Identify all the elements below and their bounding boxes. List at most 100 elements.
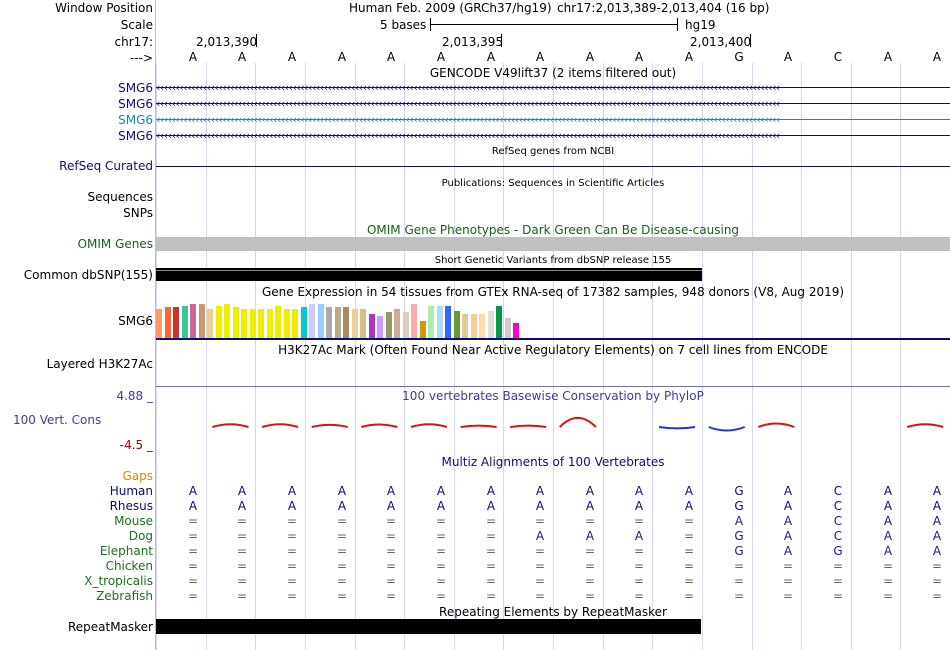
alignment-base: =: [584, 589, 596, 603]
species-label[interactable]: Dog: [128, 529, 153, 543]
gencode-transcript-label[interactable]: SMG6: [118, 97, 153, 111]
gencode-transcript-line[interactable]: ‹‹‹‹‹‹‹‹‹‹‹‹‹‹‹‹‹‹‹‹‹‹‹‹‹‹‹‹‹‹‹‹‹‹‹‹‹‹‹‹…: [156, 114, 780, 126]
gtex-tissue-bar[interactable]: [394, 309, 400, 338]
gtex-tissue-bar[interactable]: [266, 309, 273, 338]
h3k27ac-label[interactable]: Layered H3K27Ac: [46, 357, 153, 371]
phylop-label[interactable]: 100 Vert. Cons: [13, 413, 102, 427]
gtex-tissue-bar[interactable]: [249, 309, 256, 338]
gtex-tissue-bar[interactable]: [232, 307, 239, 338]
gtex-tissue-bar[interactable]: [258, 309, 264, 338]
alignment-base: A: [634, 529, 644, 543]
gtex-tissue-bar[interactable]: [385, 312, 392, 338]
gtex-tissue-bar[interactable]: [513, 323, 519, 338]
alignment-base: =: [633, 514, 645, 528]
multiz-title[interactable]: Multiz Alignments of 100 Vertebrates: [441, 455, 665, 469]
gtex-tissue-bar[interactable]: [215, 306, 222, 338]
species-label[interactable]: Zebrafish: [96, 589, 153, 603]
strand-label: --->: [129, 51, 153, 65]
snps-label[interactable]: SNPs: [123, 206, 153, 220]
gtex-tissue-bar[interactable]: [436, 306, 443, 338]
gtex-title[interactable]: Gene Expression in 54 tissues from GTEx …: [261, 285, 845, 299]
phylop-score-mark: [410, 423, 448, 428]
species-label[interactable]: Chicken: [105, 559, 153, 573]
h3k27ac-title[interactable]: H3K27Ac Mark (Often Found Near Active Re…: [278, 343, 828, 357]
gencode-transcript-label[interactable]: SMG6: [118, 113, 153, 127]
gtex-label[interactable]: SMG6: [118, 314, 153, 328]
gtex-tissue-bar[interactable]: [292, 309, 298, 338]
gaps-label[interactable]: Gaps: [122, 469, 153, 483]
gtex-tissue-bar[interactable]: [326, 307, 332, 338]
gtex-tissue-bar[interactable]: [496, 306, 502, 338]
gtex-tissue-bar[interactable]: [445, 306, 451, 338]
gtex-tissue-bar[interactable]: [283, 309, 290, 338]
alignment-base: G: [734, 499, 744, 513]
label-separator: [155, 0, 156, 650]
omim-gene-bar[interactable]: [156, 237, 950, 251]
species-label[interactable]: Human: [109, 484, 153, 498]
phylop-conservation-plot[interactable]: [156, 396, 950, 452]
gtex-tissue-bar[interactable]: [164, 307, 171, 338]
dbsnp-variant-bar[interactable]: [156, 268, 702, 281]
repeatmasker-label[interactable]: RepeatMasker: [67, 620, 153, 634]
omim-title[interactable]: OMIM Gene Phenotypes - Dark Green Can Be…: [366, 223, 740, 237]
sequences-label[interactable]: Sequences: [87, 190, 153, 204]
gencode-transcript-label[interactable]: SMG6: [118, 81, 153, 95]
gtex-tissue-bar[interactable]: [317, 304, 324, 338]
gtex-tissue-bar[interactable]: [368, 314, 375, 338]
alignment-base: A: [535, 484, 545, 498]
phylop-title[interactable]: 100 vertebrates Basewise Conservation by…: [402, 389, 704, 403]
gtex-tissue-bar[interactable]: [402, 312, 409, 338]
gencode-transcript-line[interactable]: ‹‹‹‹‹‹‹‹‹‹‹‹‹‹‹‹‹‹‹‹‹‹‹‹‹‹‹‹‹‹‹‹‹‹‹‹‹‹‹‹…: [156, 82, 780, 94]
phylop-score-mark: [460, 424, 497, 428]
gtex-tissue-bar[interactable]: [198, 304, 205, 338]
gtex-tissue-bar[interactable]: [309, 304, 315, 338]
gtex-tissue-bar[interactable]: [462, 314, 468, 338]
alignment-base: =: [584, 574, 596, 588]
repeatmasker-element-bar[interactable]: [156, 619, 701, 634]
repeatmasker-title[interactable]: Repeating Elements by RepeatMasker: [439, 605, 667, 619]
gencode-transcript-label[interactable]: SMG6: [118, 129, 153, 143]
refseq-label[interactable]: RefSeq Curated: [59, 159, 153, 173]
gtex-tissue-bar[interactable]: [181, 306, 188, 338]
gtex-tissue-bar[interactable]: [377, 316, 383, 338]
gtex-tissue-bar[interactable]: [343, 307, 349, 338]
gtex-tissue-bar[interactable]: [173, 307, 179, 338]
alignment-base: A: [585, 499, 595, 513]
species-label[interactable]: X_tropicalis: [84, 574, 153, 588]
gtex-tissue-bar[interactable]: [241, 309, 247, 338]
gtex-tissue-bar[interactable]: [351, 309, 358, 338]
gtex-tissue-bar[interactable]: [504, 318, 511, 338]
gtex-tissue-bar[interactable]: [428, 306, 434, 338]
gtex-tissue-bar[interactable]: [453, 311, 460, 338]
gtex-tissue-bar[interactable]: [360, 309, 366, 338]
gtex-tissue-bar[interactable]: [411, 304, 417, 338]
gtex-tissue-bar[interactable]: [479, 314, 485, 338]
gtex-tissue-bar[interactable]: [156, 309, 162, 338]
gtex-tissue-bar[interactable]: [207, 309, 213, 338]
scale-db: hg19: [685, 18, 716, 32]
alignment-base: A: [386, 499, 396, 513]
alignment-base: A: [585, 484, 595, 498]
species-label[interactable]: Mouse: [114, 514, 153, 528]
gtex-tissue-bar[interactable]: [334, 307, 341, 338]
species-label[interactable]: Rhesus: [109, 499, 153, 513]
omim-label[interactable]: OMIM Genes: [77, 237, 153, 251]
gtex-tissue-bar[interactable]: [419, 321, 426, 338]
refseq-title[interactable]: RefSeq genes from NCBI: [491, 146, 615, 157]
dbsnp-label[interactable]: Common dbSNP(155): [23, 268, 153, 282]
gtex-tissue-bar[interactable]: [470, 314, 477, 338]
gtex-tissue-bar[interactable]: [224, 304, 230, 338]
gencode-transcript-line[interactable]: ‹‹‹‹‹‹‹‹‹‹‹‹‹‹‹‹‹‹‹‹‹‹‹‹‹‹‹‹‹‹‹‹‹‹‹‹‹‹‹‹…: [156, 98, 780, 110]
species-label[interactable]: Elephant: [99, 544, 153, 558]
publications-title[interactable]: Publications: Sequences in Scientific Ar…: [441, 178, 665, 189]
gtex-tissue-bar[interactable]: [300, 307, 307, 338]
gencode-transcript-line[interactable]: ‹‹‹‹‹‹‹‹‹‹‹‹‹‹‹‹‹‹‹‹‹‹‹‹‹‹‹‹‹‹‹‹‹‹‹‹‹‹‹‹…: [156, 130, 780, 142]
alignment-base: =: [584, 514, 596, 528]
dbsnp-title[interactable]: Short Genetic Variants from dbSNP releas…: [434, 255, 672, 266]
gtex-tissue-bar[interactable]: [190, 304, 196, 338]
refseq-gene-line[interactable]: [156, 166, 950, 167]
gencode-title[interactable]: GENCODE V49lift37 (2 items filtered out): [429, 66, 677, 80]
gtex-tissue-bar[interactable]: [487, 311, 494, 338]
gtex-tissue-bar[interactable]: [275, 306, 281, 338]
